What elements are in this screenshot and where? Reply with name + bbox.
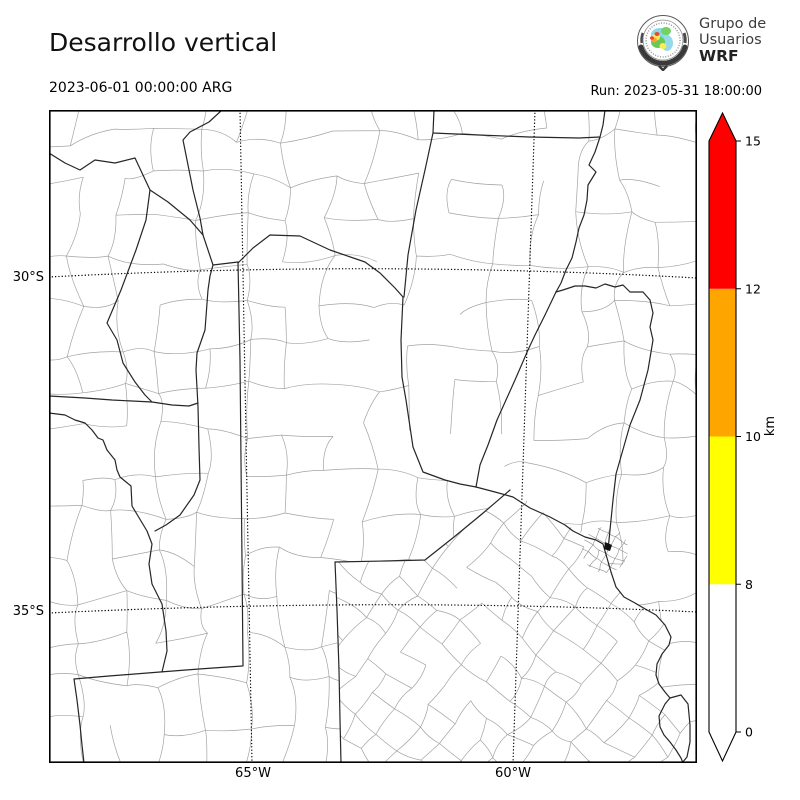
colorbar-tick-label: 10 xyxy=(745,429,761,444)
map-frame xyxy=(49,110,697,763)
province-boundary xyxy=(73,665,243,680)
province-boundaries xyxy=(49,110,691,763)
province-boundary xyxy=(669,694,691,763)
colorbar-ticks xyxy=(736,140,741,733)
graticule xyxy=(49,110,697,763)
wrf-users-group-logo: Grupo de Usuarios WRF xyxy=(635,13,795,73)
colorbar-tick-label: 12 xyxy=(745,281,761,296)
colorbar-tick-label: 15 xyxy=(745,134,761,149)
province-boundary xyxy=(403,132,434,298)
lat-tick-30s: 30°S xyxy=(12,270,44,285)
valid-time-label: 2023-06-01 00:00:00 ARG xyxy=(49,80,233,96)
colorbar-segment xyxy=(709,288,736,437)
colorbar-unit-label: km xyxy=(762,415,778,437)
colorbar: 0 8 10 12 15 xyxy=(708,111,761,763)
province-boundary xyxy=(49,152,214,266)
colorbar-segment xyxy=(709,584,736,732)
province-boundary xyxy=(475,291,557,488)
colorbar-segment xyxy=(709,436,736,585)
province-boundary xyxy=(49,395,199,407)
logo-line1: Grupo de xyxy=(699,16,767,32)
province-boundary xyxy=(334,489,511,563)
province-boundary xyxy=(182,110,223,236)
map-canvas xyxy=(49,110,697,763)
province-boundary xyxy=(212,261,244,667)
logo-line2: Usuarios xyxy=(699,32,762,48)
province-boundary xyxy=(555,110,606,293)
province-boundary xyxy=(432,110,601,139)
province-boundary xyxy=(334,561,342,763)
run-time-label: Run: 2023-05-31 18:00:00 xyxy=(590,84,762,99)
province-boundary xyxy=(555,283,654,551)
logo-seal-icon xyxy=(637,15,689,72)
province-boundary xyxy=(49,412,168,673)
page-title: Desarrollo vertical xyxy=(49,28,278,57)
lon-tick-65w: 65°W xyxy=(235,766,271,781)
map-layers xyxy=(49,110,697,763)
logo-line3: WRF xyxy=(699,47,739,65)
province-boundary xyxy=(400,296,477,488)
lon-tick-60w: 60°W xyxy=(495,766,531,781)
province-boundary xyxy=(73,678,85,763)
colorbar-tick-label: 8 xyxy=(745,577,753,592)
province-boundary xyxy=(106,189,153,403)
province-boundary xyxy=(475,486,684,763)
province-boundary xyxy=(237,234,404,298)
province-boundary xyxy=(154,264,214,532)
colorbar-segment xyxy=(709,141,736,289)
colorbar-tick-label: 0 xyxy=(745,725,753,740)
city-marker xyxy=(604,542,612,551)
lat-tick-35s: 35°S xyxy=(12,604,44,619)
